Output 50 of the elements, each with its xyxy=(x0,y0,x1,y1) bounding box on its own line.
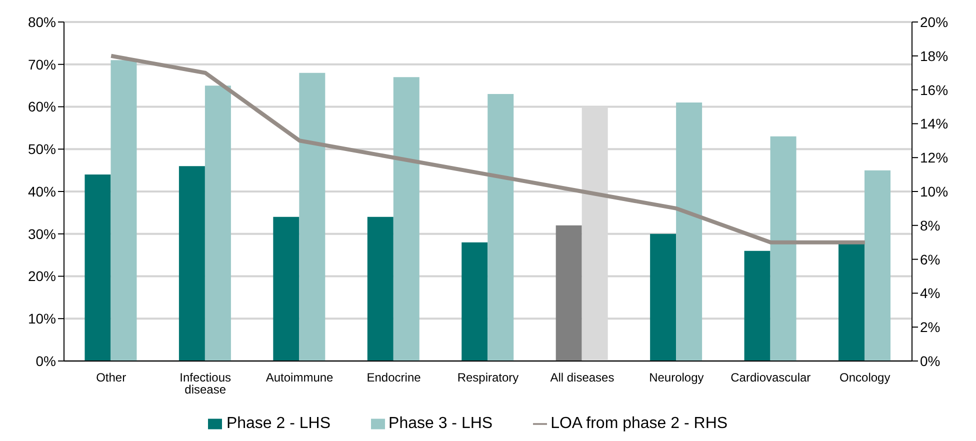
bar xyxy=(744,250,770,361)
y-tick-label: 80% xyxy=(28,14,56,30)
legend-label: Phase 2 - LHS xyxy=(226,415,331,432)
y-tick-label: 20% xyxy=(28,268,56,284)
bar xyxy=(299,72,326,361)
bar xyxy=(864,170,891,361)
bar xyxy=(488,94,514,361)
x-tick-label: Autoimmune xyxy=(266,370,334,385)
x-tick-label: Neurology xyxy=(649,370,704,385)
x-tick-label: All diseases xyxy=(550,370,614,385)
y2-tick-label: 16% xyxy=(920,82,948,98)
bar xyxy=(204,86,231,361)
legend-label: LOA from phase 2 - RHS xyxy=(550,415,728,432)
bar xyxy=(838,242,865,361)
bar xyxy=(676,102,702,361)
y2-tick-label: 0% xyxy=(920,352,940,369)
bar xyxy=(110,60,137,361)
y2-tick-label: 14% xyxy=(920,116,948,132)
legend-label: Phase 3 - LHS xyxy=(388,415,493,432)
bar xyxy=(556,225,582,361)
y-tick-label: 30% xyxy=(28,226,56,242)
x-tick-label: Endocrine xyxy=(366,370,422,385)
y-tick-label: 40% xyxy=(28,183,56,200)
bar xyxy=(393,77,420,361)
x-tick-label: Cardiovascular xyxy=(730,370,811,385)
y-tick-label: 60% xyxy=(28,98,56,115)
y-tick-label: 50% xyxy=(28,141,56,158)
y-tick-label: 70% xyxy=(28,56,56,72)
x-tick-label: Infectious disease xyxy=(180,370,232,397)
y-tick-label: 10% xyxy=(28,310,56,327)
bar xyxy=(84,174,111,361)
bar xyxy=(650,234,676,361)
y2-tick-label: 18% xyxy=(920,48,948,64)
y2-tick-label: 10% xyxy=(920,183,948,200)
x-tick-label: Oncology xyxy=(840,370,890,385)
bar xyxy=(462,242,488,361)
y2-tick-label: 4% xyxy=(920,285,940,302)
line-series xyxy=(109,54,867,244)
y2-tick-label: 20% xyxy=(920,14,948,30)
y2-tick-label: 2% xyxy=(920,319,940,336)
y2-tick-label: 12% xyxy=(920,150,948,166)
y-tick-label: 0% xyxy=(36,352,56,369)
bar xyxy=(770,136,796,361)
x-tick-label: Other xyxy=(96,370,126,385)
y2-tick-label: 6% xyxy=(920,251,940,268)
y2-tick-label: 8% xyxy=(920,217,940,234)
x-tick-label: Respiratory xyxy=(457,370,519,385)
bar xyxy=(273,216,300,361)
bar xyxy=(367,216,394,361)
bar xyxy=(178,166,205,361)
